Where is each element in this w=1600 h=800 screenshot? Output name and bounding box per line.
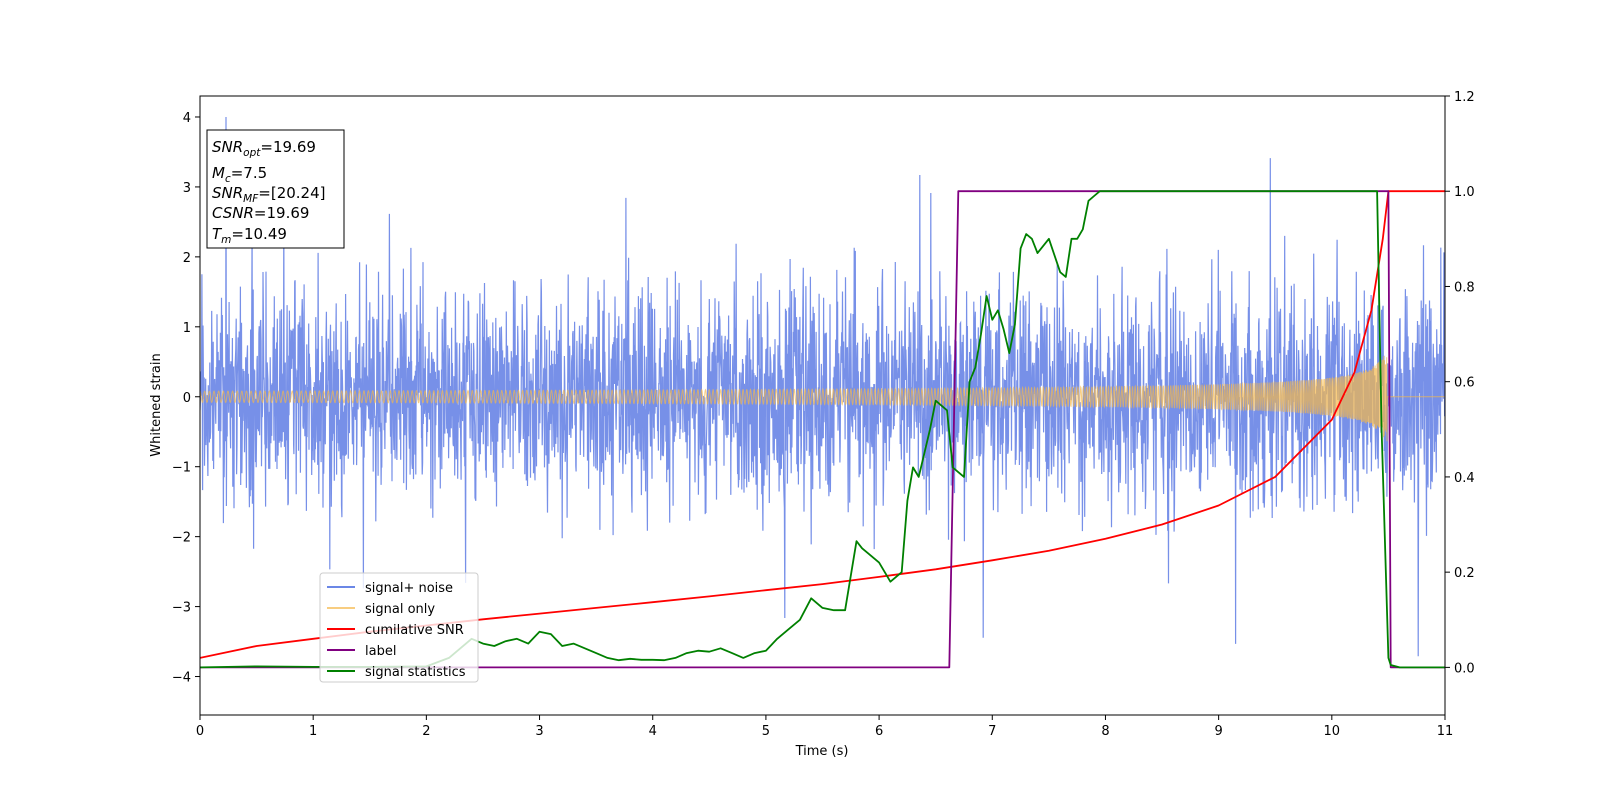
y2-tick-label: 1.2 <box>1454 90 1475 105</box>
y2-tick-label: 1.0 <box>1454 185 1475 200</box>
y2-tick: 1.2 <box>1445 90 1475 105</box>
x-tick-label: 8 <box>1101 724 1109 739</box>
y-tick-label: −1 <box>172 461 191 476</box>
y-tick-label: 1 <box>183 321 191 336</box>
legend: signal+ noise signal only cumilative SNR la… <box>319 572 479 683</box>
x-tick: 10 <box>1324 715 1341 739</box>
y-tick-label: 3 <box>183 181 191 196</box>
x-tick: 2 <box>422 715 431 739</box>
y2-tick: 0.4 <box>1445 471 1475 486</box>
info-line: Mc=7.5 <box>212 164 267 185</box>
y2-tick-label: 0.6 <box>1454 376 1475 391</box>
signal-only-line <box>200 355 1445 442</box>
legend-label: cumilative SNR <box>365 623 464 638</box>
y-tick: 3 <box>183 181 200 196</box>
x-tick-label: 6 <box>875 724 883 739</box>
y-tick-label: 2 <box>183 251 191 266</box>
x-tick: 4 <box>649 715 657 739</box>
x-tick-label: 10 <box>1324 724 1341 739</box>
x-tick-label: 1 <box>309 724 317 739</box>
info-box: SNRopt=19.69 Mc=7.5SNRMF=[20.24]CSNR=19.6… <box>206 129 345 249</box>
x-tick-label: 2 <box>422 724 430 739</box>
x-tick-label: 0 <box>196 724 204 739</box>
y2-tick: 0.2 <box>1445 566 1475 581</box>
legend-label: signal statistics <box>365 665 466 680</box>
x-tick: 11 <box>1437 715 1454 739</box>
series-signal-noise <box>200 116 1445 657</box>
y-tick: −1 <box>172 461 200 476</box>
x-tick-label: 3 <box>535 724 543 739</box>
signal-noise-line <box>200 116 1445 657</box>
legend-item: cumilative SNR <box>327 623 464 638</box>
y-tick-label: 0 <box>183 391 191 406</box>
x-tick-label: 9 <box>1214 724 1222 739</box>
legend-label: label <box>365 644 396 659</box>
y-tick: −4 <box>172 671 200 686</box>
series-signal-statistics-line <box>200 190 1445 669</box>
x-tick: 8 <box>1101 715 1110 739</box>
y-tick: 0 <box>183 391 200 406</box>
legend-item: signal only <box>327 602 435 617</box>
x-tick-label: 5 <box>762 724 770 739</box>
legend-label: signal only <box>365 602 435 617</box>
x-tick: 6 <box>875 715 883 739</box>
y2-tick: 0.0 <box>1445 661 1475 676</box>
y2-tick: 0.6 <box>1445 376 1475 391</box>
x-tick-label: 11 <box>1437 724 1454 739</box>
y-tick-label: −2 <box>172 531 191 546</box>
info-line: Tm=10.49 <box>212 225 287 246</box>
info-line: CSNR=19.69 <box>212 204 309 222</box>
legend-item: signal statistics <box>327 665 466 680</box>
y-tick: −2 <box>172 531 200 546</box>
y2-tick: 0.8 <box>1445 280 1475 295</box>
legend-item: signal+ noise <box>327 581 453 596</box>
legend-item: label <box>327 644 396 659</box>
y-tick: 2 <box>183 251 200 266</box>
x-tick: 9 <box>1214 715 1223 739</box>
y2-tick-label: 0.0 <box>1454 661 1475 676</box>
x-axis-ticks: 0 1 2 3 4 5 6 7 8 9 10 11 <box>196 715 1453 739</box>
y-tick-label: 4 <box>183 111 191 126</box>
x-tick-label: 4 <box>649 724 657 739</box>
legend-label: signal+ noise <box>365 581 453 596</box>
x-tick: 3 <box>535 715 544 739</box>
y-tick-label: −3 <box>172 601 191 616</box>
x-tick: 5 <box>762 715 770 739</box>
y-axis-ticks: −4 −3 −2 −1 0 1 2 3 4 <box>172 111 200 686</box>
x-axis-label: Time (s) <box>795 744 849 759</box>
legend-frame <box>319 572 479 683</box>
y2-tick: 1.0 <box>1445 185 1475 200</box>
info-line: SNRMF=[20.24] <box>212 184 326 205</box>
x-tick: 1 <box>309 715 317 739</box>
y2-tick-label: 0.2 <box>1454 566 1475 581</box>
y2-axis-ticks: 0.0 0.2 0.4 0.6 0.8 1.0 1.2 <box>1445 90 1475 676</box>
x-tick-label: 7 <box>988 724 996 739</box>
info-line: SNRopt=19.69 <box>212 138 316 159</box>
x-tick: 7 <box>988 715 996 739</box>
info-box-frame <box>206 129 345 249</box>
y-tick: −3 <box>172 601 200 616</box>
y-tick-label: −4 <box>172 671 191 686</box>
y2-tick-label: 0.4 <box>1454 471 1475 486</box>
series-signal-only <box>200 355 1445 442</box>
x-tick: 0 <box>196 715 204 739</box>
y-axis-label: Whitened strain <box>149 353 164 456</box>
y2-tick-label: 0.8 <box>1454 280 1475 295</box>
y-tick: 1 <box>183 321 200 336</box>
y-tick: 4 <box>183 111 200 126</box>
plot-frame <box>199 95 1446 716</box>
